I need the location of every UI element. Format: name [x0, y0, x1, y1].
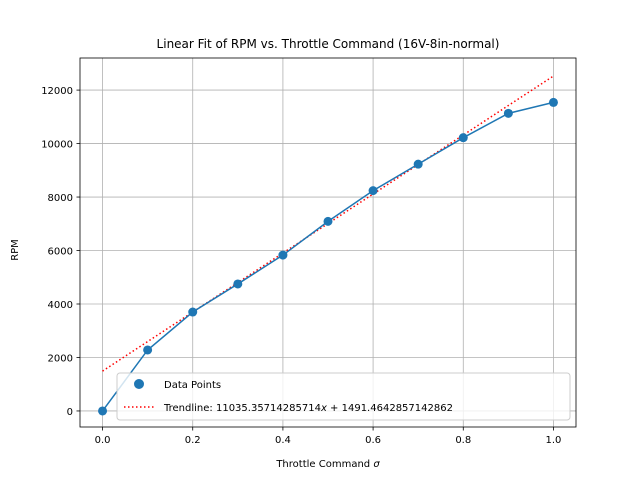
legend-scatter-marker	[134, 379, 144, 389]
y-tick-label: 12000	[41, 86, 73, 97]
y-tick-label: 0	[67, 407, 73, 418]
data-point	[548, 97, 558, 107]
y-tick-label: 6000	[48, 247, 73, 258]
data-point	[323, 216, 333, 226]
data-point	[143, 345, 153, 355]
grid	[80, 58, 576, 427]
x-axis-label-symbol: σ	[373, 459, 380, 470]
y-tick-label: 2000	[48, 353, 73, 364]
legend-trend-prefix: Trendline: 11035.35714285714	[163, 403, 321, 414]
data-point	[368, 186, 378, 196]
legend-trend-var: x	[320, 403, 327, 414]
x-tick-label: 0.4	[275, 435, 291, 446]
legend-trend-suffix: + 1491.4642857142862	[327, 403, 453, 414]
data-point	[413, 159, 423, 169]
data-point	[98, 406, 108, 416]
y-tick-label: 10000	[41, 140, 73, 151]
x-axis-label: Throttle Command σ	[275, 459, 380, 470]
data-point	[233, 279, 243, 289]
x-tick-label: 0.2	[185, 435, 201, 446]
plot-frame	[79, 57, 577, 428]
data-point	[458, 133, 468, 143]
legend-box	[116, 372, 571, 421]
y-axis-label: RPM	[10, 239, 21, 261]
y-tick-label: 4000	[48, 300, 73, 311]
legend: Data Points Trendline: 11035.35714285714…	[116, 372, 571, 421]
x-axis-ticks: 0.0 0.2 0.4 0.6 0.8 1.0	[95, 427, 562, 446]
x-axis-label-text: Throttle Command	[275, 459, 373, 470]
x-tick-label: 0.6	[365, 435, 381, 446]
data-point	[503, 108, 513, 118]
x-tick-label: 1.0	[546, 435, 562, 446]
data-point	[188, 307, 198, 317]
data-series-layer	[98, 97, 558, 416]
legend-scatter-label: Data Points	[164, 380, 221, 391]
x-tick-label: 0.8	[455, 435, 471, 446]
y-axis-ticks: 0 2000 4000 6000 8000 10000 12000	[41, 86, 80, 418]
chart-title: Linear Fit of RPM vs. Throttle Command (…	[157, 37, 500, 51]
data-point	[278, 250, 288, 260]
x-tick-label: 0.0	[95, 435, 111, 446]
legend-trendline-label: Trendline: 11035.35714285714x + 1491.464…	[163, 403, 453, 414]
y-tick-label: 8000	[48, 193, 73, 204]
